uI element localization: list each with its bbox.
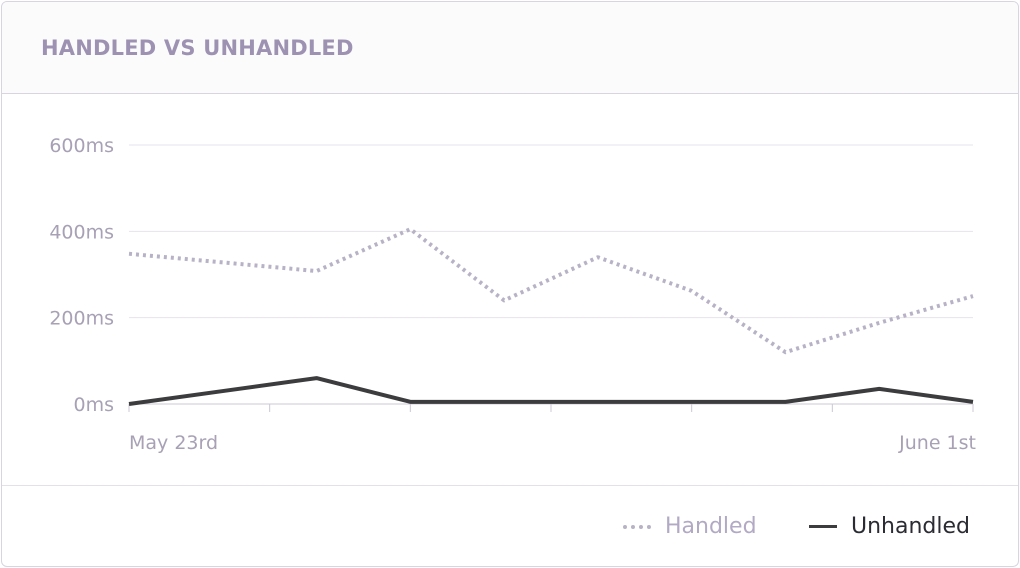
card-header: HANDLED VS UNHANDLED (2, 2, 1018, 94)
chart-legend: Handled Unhandled (2, 485, 1018, 566)
series-line-unhandled (128, 376, 974, 406)
solid-line-swatch-icon (809, 525, 837, 528)
y-tick-label: 200ms (49, 308, 114, 330)
series-line-handled (128, 227, 974, 355)
x-tick-label: May 23rd (129, 432, 218, 454)
y-tick-label: 600ms (49, 135, 114, 157)
y-tick-label: 400ms (49, 221, 114, 243)
legend-item-unhandled[interactable]: Unhandled (809, 486, 970, 566)
chart-area: 0ms 200ms 400ms 600ms May 23rd June 1st (2, 95, 1018, 485)
x-tick-label: June 1st (898, 432, 976, 454)
legend-label-unhandled: Unhandled (851, 514, 970, 539)
dotted-line-swatch-icon (623, 524, 651, 529)
legend-item-handled[interactable]: Handled (623, 486, 757, 566)
y-tick-label: 0ms (74, 394, 115, 416)
chart-title: HANDLED VS UNHANDLED (41, 35, 354, 60)
legend-label-handled: Handled (665, 514, 757, 539)
line-chart: 0ms 200ms 400ms 600ms May 23rd June 1st (49, 135, 976, 454)
